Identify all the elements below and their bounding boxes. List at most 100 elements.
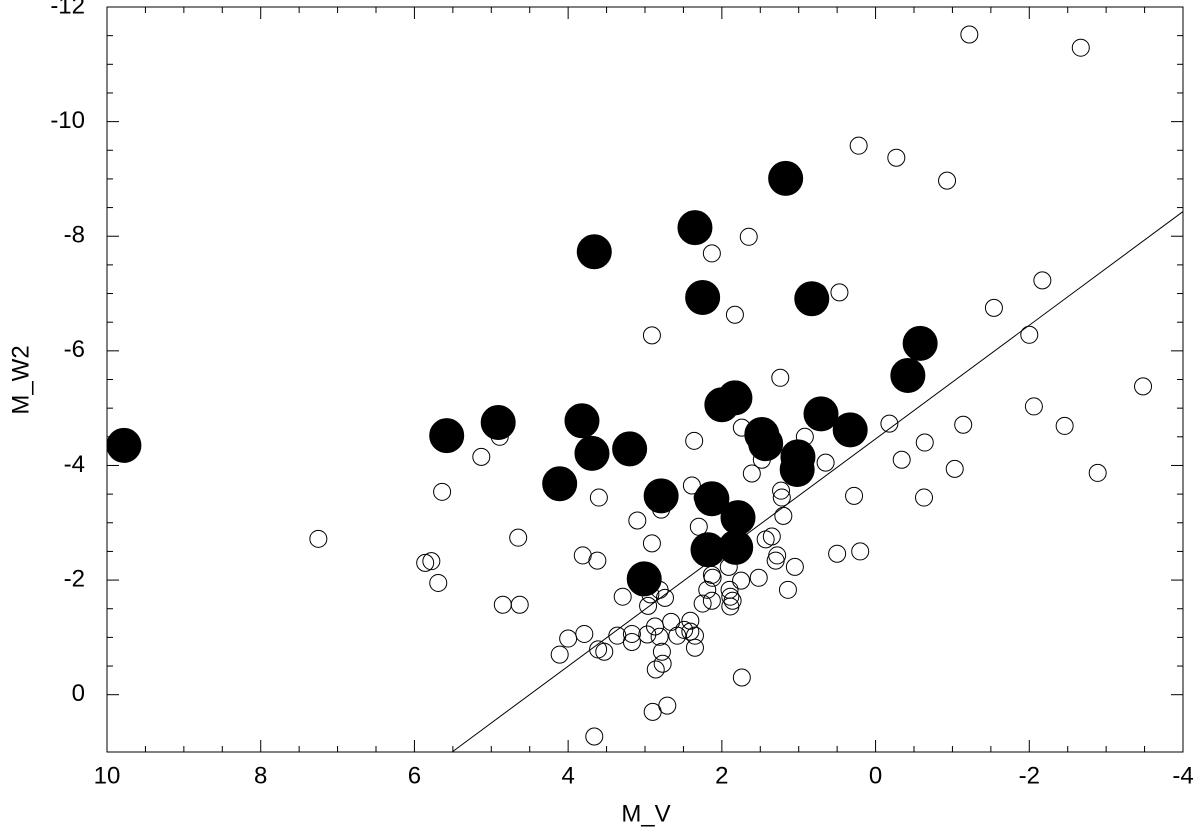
- open-point: [828, 544, 847, 563]
- open-point: [675, 620, 694, 639]
- x-tick-label: 0: [869, 762, 882, 789]
- filled-point: [564, 403, 600, 439]
- open-point: [622, 632, 641, 651]
- open-point: [1071, 38, 1090, 57]
- x-tick-label: -2: [1019, 762, 1040, 789]
- open-point: [416, 553, 435, 572]
- open-point: [646, 660, 665, 679]
- open-point: [642, 534, 661, 553]
- filled-point: [832, 412, 868, 448]
- open-point: [892, 450, 911, 469]
- x-tick-label: -4: [1172, 762, 1193, 789]
- fit-line: [451, 211, 1184, 753]
- open-point: [725, 305, 744, 324]
- y-tick-label: -6: [64, 336, 85, 363]
- open-point: [658, 696, 677, 715]
- open-point: [662, 612, 681, 631]
- y-tick-label: -4: [64, 451, 85, 478]
- filled-point: [574, 435, 610, 471]
- open-point: [585, 727, 604, 746]
- open-point: [954, 415, 973, 434]
- open-point: [742, 464, 761, 483]
- open-point: [550, 645, 569, 664]
- x-tick-label: 4: [561, 762, 574, 789]
- open-point: [613, 587, 632, 606]
- x-tick-label: 10: [94, 762, 121, 789]
- y-tick-label: -8: [64, 222, 85, 249]
- open-point: [851, 542, 870, 561]
- open-point: [652, 642, 671, 661]
- open-point: [685, 638, 704, 657]
- open-point: [1033, 271, 1052, 290]
- open-point: [493, 595, 512, 614]
- open-point: [573, 546, 592, 565]
- open-point: [589, 488, 608, 507]
- open-point: [628, 511, 647, 530]
- open-point: [849, 136, 868, 155]
- open-point: [642, 326, 661, 345]
- open-point: [509, 528, 528, 547]
- open-point: [732, 668, 751, 687]
- open-point: [785, 557, 804, 576]
- filled-point: [643, 478, 679, 514]
- open-point: [1020, 325, 1039, 344]
- open-point: [595, 642, 614, 661]
- filled-point: [429, 418, 465, 454]
- x-tick-label: 2: [715, 762, 728, 789]
- open-point: [945, 459, 964, 478]
- open-point: [1134, 377, 1153, 396]
- filled-point: [612, 431, 648, 467]
- open-point: [816, 453, 835, 472]
- open-point: [575, 624, 594, 643]
- open-point: [1024, 397, 1043, 416]
- filled-point: [803, 396, 839, 432]
- open-point: [588, 551, 607, 570]
- open-point: [1088, 463, 1107, 482]
- open-point: [653, 654, 672, 673]
- open-point: [984, 298, 1003, 317]
- open-point: [723, 591, 742, 610]
- open-point: [472, 447, 491, 466]
- open-point: [749, 568, 768, 587]
- open-point: [309, 529, 328, 548]
- open-point: [880, 414, 899, 433]
- open-point: [772, 481, 791, 500]
- open-point: [830, 283, 849, 302]
- x-tick-label: 8: [254, 762, 267, 789]
- open-point: [668, 626, 687, 645]
- filled-point: [685, 280, 721, 316]
- open-point: [772, 488, 791, 507]
- filled-point: [890, 357, 926, 393]
- filled-point: [794, 281, 830, 317]
- filled-point: [779, 451, 815, 487]
- open-point: [639, 596, 658, 615]
- open-point: [915, 433, 934, 452]
- x-tick-label: 6: [408, 762, 421, 789]
- y-tick-label: -2: [64, 565, 85, 592]
- open-point: [559, 629, 578, 648]
- open-point: [771, 368, 790, 387]
- open-point: [685, 431, 704, 450]
- open-point: [914, 488, 933, 507]
- open-point: [845, 486, 864, 505]
- open-point: [622, 624, 641, 643]
- filled-point: [768, 160, 804, 196]
- open-point: [778, 580, 797, 599]
- filled-point: [718, 529, 754, 565]
- open-point: [1055, 416, 1074, 435]
- open-point: [703, 568, 722, 587]
- open-point: [762, 527, 781, 546]
- open-point: [960, 25, 979, 44]
- open-point: [702, 591, 721, 610]
- filled-point: [542, 466, 578, 502]
- open-point: [766, 551, 785, 570]
- open-point: [681, 611, 700, 630]
- filled-point: [720, 500, 756, 536]
- open-point: [887, 148, 906, 167]
- filled-point: [576, 234, 612, 270]
- y-tick-label: -10: [50, 107, 85, 134]
- filled-point: [694, 481, 730, 517]
- filled-point: [626, 561, 662, 597]
- open-point: [510, 595, 529, 614]
